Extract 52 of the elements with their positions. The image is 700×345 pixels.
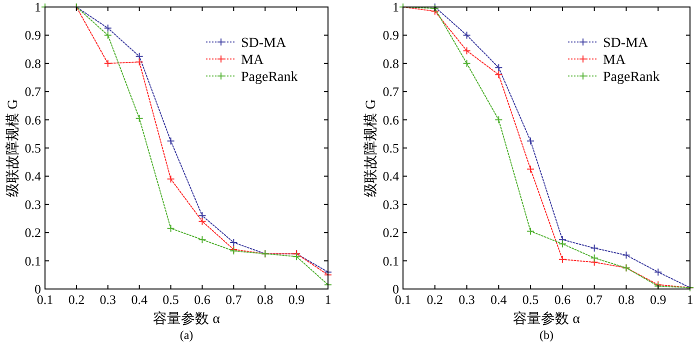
y-tick-label: 1 [34, 0, 41, 14]
x-tick-label: 0.6 [554, 292, 572, 307]
y-tick-label: 0.6 [24, 112, 42, 128]
legend-label: MA [241, 53, 264, 68]
y-tick-label: 0.8 [24, 56, 41, 71]
y-tick-label: 0.7 [24, 84, 42, 100]
y-tick-label: 0.9 [24, 28, 41, 43]
text: (b) [540, 328, 554, 342]
x-tick-label: 0.9 [288, 292, 305, 307]
text: (a) [180, 328, 194, 342]
legend-label: PageRank [241, 70, 298, 85]
x-tick-label: 0.8 [618, 292, 634, 307]
x-tick-label: 0.2 [68, 292, 85, 307]
y-tick-label: 0.5 [24, 140, 41, 156]
x-tick-label: 0.6 [194, 292, 211, 307]
x-tick-label: 0.3 [458, 292, 475, 307]
x-tick-label: 1 [686, 292, 694, 307]
x-tick-label: 0.5 [162, 292, 179, 307]
y-tick-label: 0 [392, 282, 399, 296]
y-axis-title: 级联故障规模 G [5, 99, 21, 197]
y-tick-label: 1 [392, 0, 399, 14]
x-tick-label: 0.4 [490, 292, 508, 307]
y-tick-label: 0.7 [382, 84, 400, 100]
y-tick-label: 0.3 [382, 196, 399, 212]
x-tick-label: 0.8 [256, 292, 274, 307]
legend-label: SD-MA [603, 36, 650, 51]
y-tick-label: 0.5 [382, 140, 399, 156]
x-tick-label: 0.7 [226, 292, 242, 307]
y-tick-label: 0.4 [382, 168, 400, 184]
legend-label: SD-MA [241, 36, 288, 51]
x-axis-title: 容量参数 α [153, 311, 221, 327]
y-tick-label: 0.1 [24, 253, 41, 268]
y-axis-title: 级联故障规模 G [363, 99, 379, 197]
y-tick-label: 0.2 [382, 225, 399, 240]
y-tick-label: 0.4 [24, 168, 42, 184]
x-tick-label: 0.9 [650, 292, 666, 307]
legend-label: PageRank [603, 70, 660, 85]
x-tick-label: 0.5 [522, 292, 539, 307]
y-tick-label: 0.6 [382, 112, 400, 128]
y-tick-label: 0.1 [382, 253, 399, 268]
x-axis-title: 容量参数 α [513, 311, 581, 327]
x-tick-label: 0.3 [100, 292, 116, 307]
y-tick-label: 0.3 [24, 196, 41, 212]
x-tick-label: 0.4 [131, 292, 148, 307]
x-tick-label: 1 [324, 292, 332, 307]
y-tick-label: 0 [34, 282, 41, 296]
y-tick-label: 0.9 [382, 28, 399, 43]
y-tick-label: 0.8 [382, 56, 399, 71]
x-tick-label: 0.2 [426, 292, 444, 307]
legend-label: MA [603, 53, 626, 68]
x-tick-label: 0.7 [586, 292, 603, 307]
y-tick-label: 0.2 [24, 225, 41, 240]
